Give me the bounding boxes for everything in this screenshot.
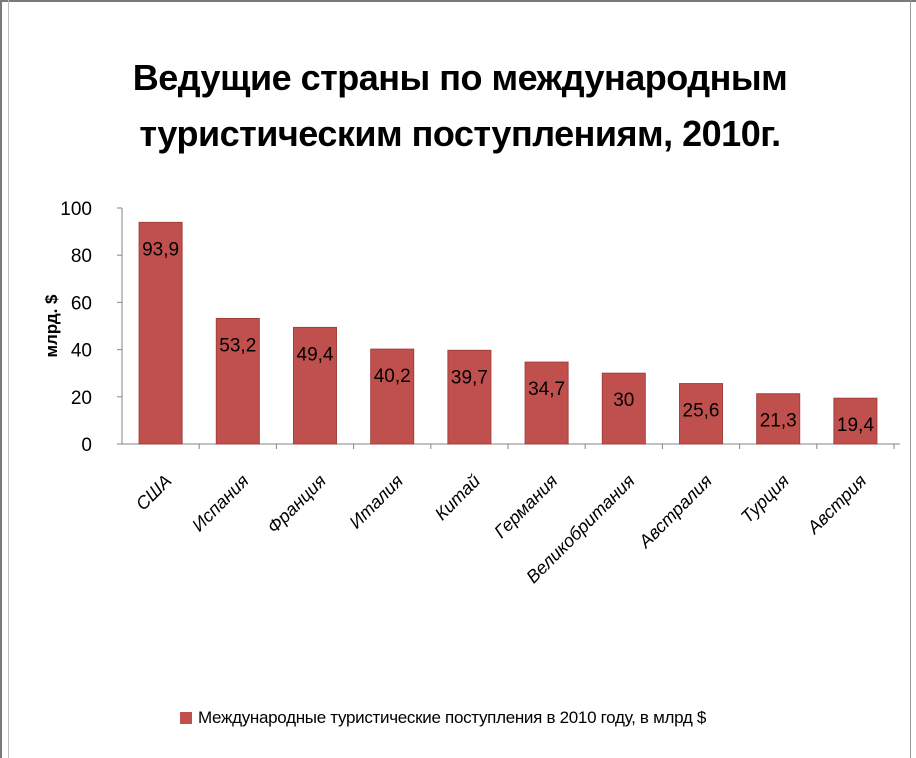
- chart-title-line-1: Ведущие страны по международным: [132, 57, 788, 98]
- bar-chart: 0 20 40 60 80 100 млрд. $ 93,9 США 53,2 Испания 49,…: [42, 199, 900, 587]
- y-tick-label: 80: [71, 246, 92, 267]
- frame-top-border: [0, 0, 916, 2]
- data-label: 39,7: [451, 367, 488, 388]
- frame-right-border: [910, 0, 911, 758]
- y-tick-label: 60: [71, 293, 92, 314]
- x-tick-label: Турция: [737, 470, 793, 526]
- x-tick-label: Германия: [490, 470, 561, 541]
- data-label: 49,4: [297, 344, 334, 365]
- bar: [215, 317, 260, 445]
- x-tick-label: Франция: [263, 470, 330, 537]
- bar: [370, 348, 415, 445]
- x-tick-label: Испания: [188, 470, 253, 535]
- data-label: 19,4: [837, 415, 874, 436]
- bar: [679, 383, 723, 445]
- chart-title-line-2: туристическим поступлениям, 2010г.: [139, 113, 781, 154]
- x-tick-label: Австралия: [634, 470, 716, 552]
- bar: [833, 397, 878, 445]
- legend-swatch: [180, 712, 192, 724]
- y-axis-title: млрд. $: [42, 294, 61, 358]
- bar: [293, 326, 337, 445]
- x-tick-label: Италия: [345, 470, 407, 532]
- chart-title: Ведущие страны по международным туристич…: [60, 50, 860, 162]
- y-tick-label: 20: [71, 388, 92, 409]
- bar: [447, 349, 492, 445]
- data-label: 30: [613, 390, 634, 411]
- bar: [601, 372, 646, 445]
- bar: [524, 361, 569, 445]
- y-tick-label: 100: [60, 199, 92, 220]
- data-label: 93,9: [142, 239, 179, 260]
- data-label: 40,2: [374, 366, 411, 387]
- data-label: 34,7: [528, 379, 565, 400]
- x-tick-label: Австрия: [803, 470, 871, 538]
- bar: [756, 393, 801, 445]
- data-label: 21,3: [760, 411, 797, 432]
- y-tick-label: 40: [71, 341, 92, 362]
- frame-left-border: [0, 0, 2, 758]
- bar: [138, 221, 183, 445]
- data-label: 25,6: [683, 401, 720, 422]
- legend-label: Международные туристические поступления …: [198, 708, 707, 727]
- x-tick-label: США: [132, 471, 176, 515]
- x-tick-label: Китай: [431, 471, 484, 524]
- chart-legend: Международные туристические поступления …: [180, 706, 706, 730]
- frame-inner-border: [8, 0, 9, 758]
- data-label: 53,2: [219, 335, 256, 356]
- y-tick-label: 0: [81, 435, 92, 456]
